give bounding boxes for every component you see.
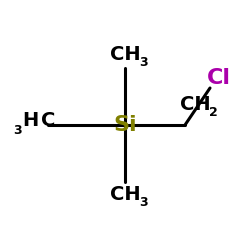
Text: CH: CH (110, 46, 140, 64)
Text: 2: 2 (208, 106, 218, 118)
Text: 3: 3 (139, 56, 147, 68)
Text: C: C (41, 110, 55, 130)
Text: CH: CH (110, 186, 140, 204)
Text: 3: 3 (13, 124, 21, 136)
Text: Si: Si (113, 115, 137, 135)
Text: 3: 3 (139, 196, 147, 208)
Text: Cl: Cl (207, 68, 231, 88)
Text: H: H (22, 110, 38, 130)
Text: CH: CH (180, 96, 210, 114)
